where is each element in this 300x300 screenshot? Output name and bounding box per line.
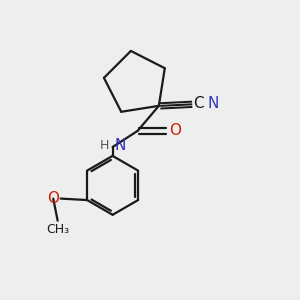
Text: CH₃: CH₃ [46, 223, 69, 236]
Text: N: N [207, 96, 219, 111]
Text: C: C [194, 96, 204, 111]
Text: O: O [169, 123, 181, 138]
Text: O: O [47, 191, 59, 206]
Text: H: H [100, 139, 109, 152]
Text: N: N [114, 138, 125, 153]
